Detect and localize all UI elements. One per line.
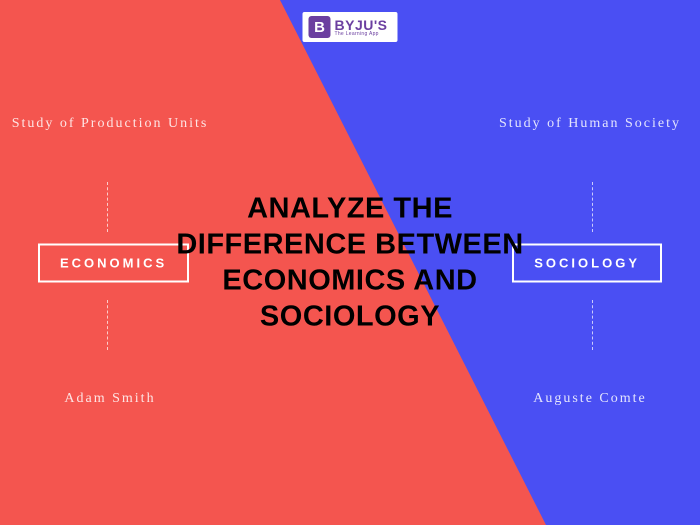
main-title: ANALYZE THE DIFFERENCE BETWEEN ECONOMICS… — [170, 190, 530, 335]
brand-text-group: BYJU'S The Learning App — [334, 18, 387, 37]
brand-tagline: The Learning App — [334, 32, 387, 37]
economics-description: Study of Production Units — [10, 110, 210, 138]
connector-line-icon — [107, 182, 108, 232]
sociology-description: Study of Human Society — [490, 110, 690, 138]
economics-label: ECONOMICS — [38, 243, 189, 282]
connector-line-icon — [592, 182, 593, 232]
sociology-label: SOCIOLOGY — [512, 243, 662, 282]
brand-logo: B BYJU'S The Learning App — [302, 12, 397, 42]
connector-line-icon — [107, 300, 108, 350]
connector-line-icon — [592, 300, 593, 350]
brand-name: BYJU'S — [334, 18, 387, 32]
brand-badge-icon: B — [308, 16, 330, 38]
economics-founder: Adam Smith — [10, 385, 210, 413]
sociology-founder: Auguste Comte — [490, 385, 690, 413]
